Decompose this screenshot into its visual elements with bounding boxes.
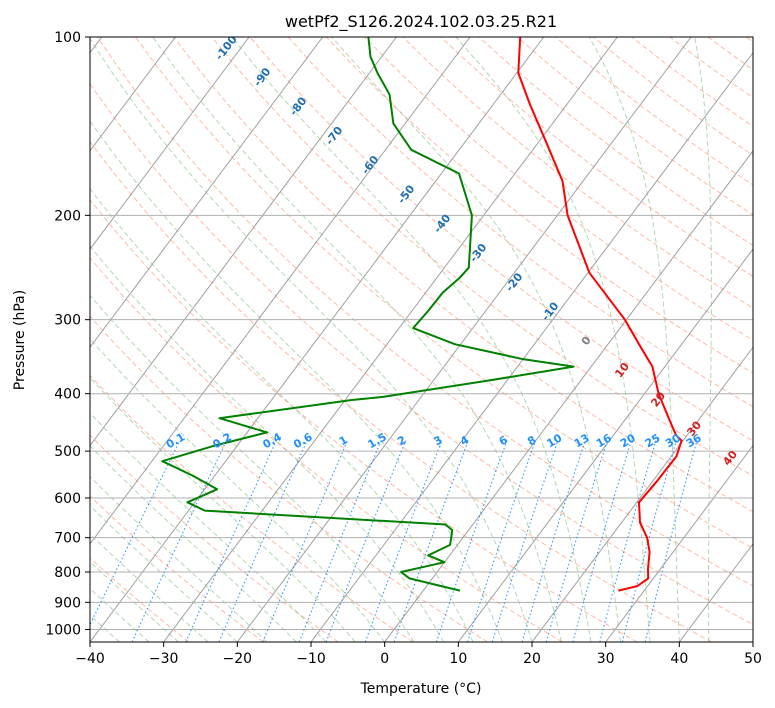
moist-adiabat-line [231,37,592,642]
mixing-ratio-line [218,440,308,642]
y-axis-title: Pressure (hPa) [12,290,28,390]
dry-adiabat-line [96,37,753,587]
x-tick-label: 50 [744,651,762,667]
mixing-ratio-line [599,440,657,642]
y-tick-label: 900 [54,595,81,611]
moist-adiabat-line [152,37,562,642]
y-tick-label: 200 [54,208,81,224]
y-tick-label: 500 [54,444,81,460]
y-axis-ticks: 100 200 300 400 500 600 700 800 900 1000 [45,30,90,638]
mixing-ratio-line [185,440,277,642]
plot-frame [89,36,754,643]
moist-adiabat-line [90,445,297,642]
isotherm-line [90,37,397,447]
x-axis-ticks: −40 −30 −20 −10 0 10 20 30 40 50 [75,642,762,667]
mixing-ratio-line [393,440,469,642]
dry-adiabat-line [249,37,753,442]
dry-adiabat-line [402,37,753,309]
mixing-ratio-line [521,440,586,642]
moist-adiabat-line [90,294,415,642]
dry-adiabat-line [90,257,563,642]
isotherm-line [90,37,250,250]
dry-adiabat-line [90,495,264,642]
moist-adiabat-line [90,475,268,642]
dry-adiabat-line [325,37,753,374]
x-tick-label: 10 [449,651,467,667]
plot-area: -100-90-80-70-60-50-40-30-20-10010203040… [90,37,753,642]
isotherm-line [310,51,753,642]
mixing-ratio-line [572,440,632,642]
x-axis-title: Temperature (°C) [360,681,482,697]
mixing-ratio-line [90,440,181,626]
temperature-profile-line [517,37,683,592]
mixing-ratio-line [644,440,698,642]
y-tick-label: 300 [54,313,81,329]
dry-adiabats [90,37,753,642]
x-tick-label: −40 [75,651,105,667]
mixing-ratio-line [491,440,559,642]
dry-adiabat-line [90,434,339,642]
moist-adiabat-line [90,188,474,642]
moist-adiabats [90,37,712,642]
x-tick-label: 40 [670,651,688,667]
y-tick-label: 700 [54,531,81,547]
isotherm-line [531,346,753,642]
isotherm-line [163,37,618,642]
x-tick-label: −30 [149,651,179,667]
x-tick-label: −10 [296,651,326,667]
x-tick-label: −20 [223,651,253,667]
dry-adiabat-line [90,198,638,642]
y-tick-label: 1000 [45,622,81,638]
mixing-ratio-line [621,440,677,642]
isotherm-line [90,37,324,349]
isotherm-line [457,248,753,642]
dewpoint-profile-line [161,37,575,592]
profiles [161,37,683,592]
isotherm-line [236,37,692,642]
mixing-ratio-lines [90,440,698,642]
dry-adiabat-line [90,140,712,642]
dry-adiabat-line [211,37,753,477]
moist-adiabat-line [90,377,356,642]
x-tick-label: 30 [597,651,615,667]
moist-adiabat-line [455,37,651,642]
moist-adiabat-line [90,120,503,642]
y-tick-label: 100 [54,30,81,46]
x-tick-label: 20 [523,651,541,667]
isotherm-line [90,37,176,152]
y-tick-label: 800 [54,565,81,581]
isotherm-line [90,37,471,545]
dry-adiabat-line [90,83,753,625]
isotherm-line [384,150,753,642]
dry-adiabat-line [364,37,753,341]
y-tick-label: 600 [54,491,81,507]
mixing-ratio-line [262,440,348,642]
moist-adiabat-line [90,245,445,642]
moist-adiabat-line [331,37,621,642]
isotherm-line [90,37,545,642]
dry-adiabat-line [173,37,753,513]
dry-adiabat-line [90,315,488,642]
moist-adiabat-line [90,37,533,642]
mixing-ratio-line [435,440,508,642]
isotherm-line [605,444,753,642]
dry-adiabat-line [90,557,190,642]
skewed-isotherms [90,37,753,642]
x-tick-label: 0 [380,651,389,667]
chart-title: wetPf2_S126.2024.102.03.25.R21 [285,12,557,32]
moist-adiabat-line [90,412,327,642]
mixing-ratio-line [545,440,608,642]
y-tick-label: 400 [54,387,81,403]
